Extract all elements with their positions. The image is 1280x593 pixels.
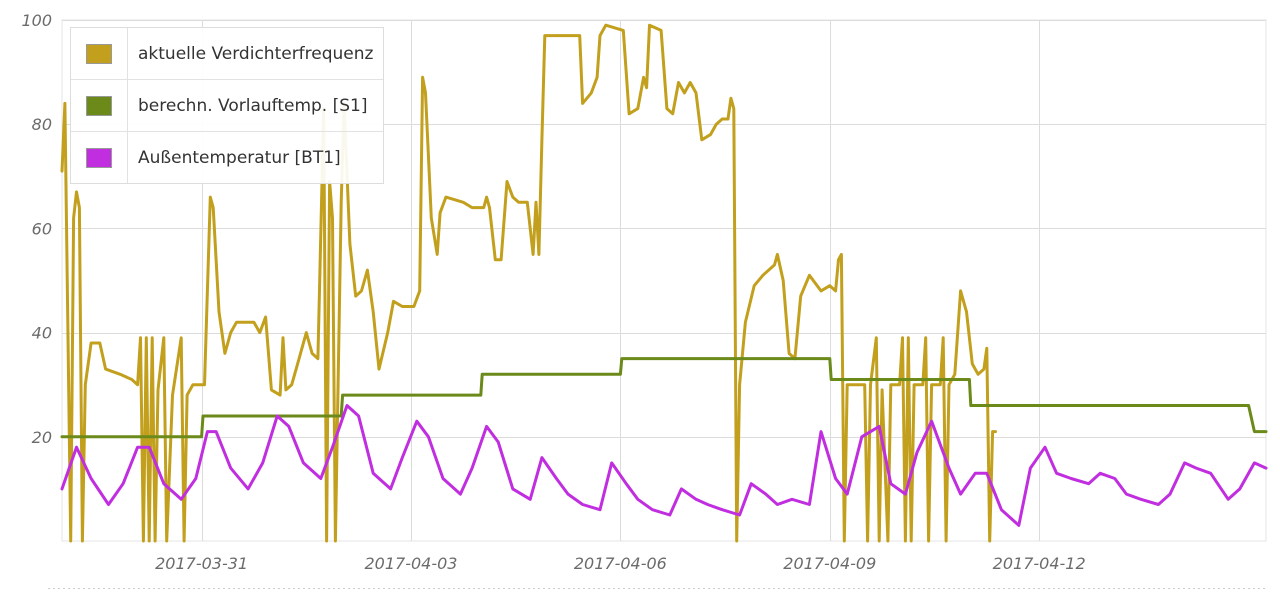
legend-label: berechn. Vorlauftemp. [S1] xyxy=(138,95,368,116)
legend-item-verdichterfrequenz[interactable]: aktuelle Verdichterfrequenz xyxy=(71,28,384,80)
y-axis: 20 40 60 80 100 xyxy=(21,11,52,447)
y-tick-label: 80 xyxy=(32,115,52,134)
y-tick-label: 40 xyxy=(32,324,52,343)
x-axis: 2017-03-31 2017-04-03 2017-04-06 2017-04-09… xyxy=(155,554,1086,573)
x-tick-label: 2017-04-09 xyxy=(783,554,876,573)
legend-item-aussentemperatur[interactable]: Außentemperatur [BT1] xyxy=(71,132,383,183)
legend-swatch xyxy=(86,43,112,64)
legend-label: aktuelle Verdichterfrequenz xyxy=(138,43,374,64)
x-tick-label: 2017-04-06 xyxy=(574,554,667,573)
x-tick-label: 2017-03-31 xyxy=(155,554,248,573)
legend-swatch xyxy=(86,95,112,116)
legend-item-vorlauftemp[interactable]: berechn. Vorlauftemp. [S1] xyxy=(71,80,384,132)
y-tick-label: 60 xyxy=(32,219,52,238)
series-line-1 xyxy=(60,23,997,543)
y-tick-label: 20 xyxy=(32,428,52,447)
x-tick-label: 2017-04-12 xyxy=(993,554,1086,573)
legend-swatch xyxy=(86,147,112,168)
chart-legend: aktuelle Verdichterfrequenz berechn. Vor… xyxy=(70,27,385,184)
x-tick-label: 2017-04-03 xyxy=(364,554,457,573)
chart-series xyxy=(60,23,1268,543)
series-line-2 xyxy=(60,357,1268,439)
legend-label: Außentemperatur [BT1] xyxy=(138,147,341,168)
series-line-3 xyxy=(60,404,1268,527)
y-tick-label: 100 xyxy=(21,11,52,30)
